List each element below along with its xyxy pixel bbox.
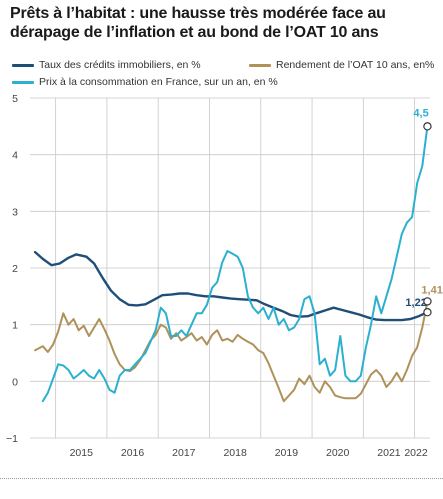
x-tick-label: 2020 <box>326 447 350 459</box>
legend-label-cpi: Prix à la consommation en France, sur un… <box>39 76 278 88</box>
legend-swatch-oat-yield <box>249 63 271 67</box>
legend-item-oat-yield: Rendement de l’OAT 10 ans, en% <box>249 59 434 71</box>
end-markers: 1,221,41 4,5 <box>405 107 443 317</box>
x-tick-label: 2019 <box>275 447 299 459</box>
legend-label-credit-rate: Taux des crédits immobiliers, en % <box>39 59 201 71</box>
y-tick-label: 4 <box>12 150 18 162</box>
series-cpi-line <box>41 125 429 403</box>
y-tick-label: 5 <box>12 93 18 105</box>
legend-item-cpi: Prix à la consommation en France, sur un… <box>12 76 278 88</box>
footer-divider <box>0 478 443 479</box>
end-label-cpi: 4,5 <box>413 107 428 119</box>
series-lines <box>33 125 429 403</box>
end-marker <box>423 122 432 131</box>
x-tick-label: 2016 <box>121 447 145 459</box>
y-tick-label: 1 <box>12 320 18 332</box>
series-credit-rate-line <box>33 250 429 322</box>
y-tick-label: 3 <box>12 206 18 218</box>
x-tick-label: 2017 <box>172 447 196 459</box>
end-marker <box>423 308 432 317</box>
end-label-credit-rate: 1,22 <box>405 297 426 309</box>
legend-swatch-cpi <box>12 80 34 84</box>
x-tick-label: 2021 <box>377 447 401 459</box>
end-label-oat-yield: 1,41 <box>421 284 442 296</box>
x-tick-label: 2018 <box>223 447 247 459</box>
legend-swatch-credit-rate <box>12 63 34 67</box>
x-tick-label: 2022 <box>404 447 428 459</box>
x-tick-label: 2015 <box>70 447 94 459</box>
axis-labels: −1 0 1 2 3 4 5 2015 2016 2017 2018 2019 2020 2021 2022 <box>6 93 428 459</box>
legend-label-oat-yield: Rendement de l’OAT 10 ans, en% <box>276 59 435 71</box>
y-tick-label: 2 <box>12 263 18 275</box>
series-oat-yield-line <box>34 300 429 403</box>
y-tick-label: −1 <box>6 433 18 445</box>
y-tick-label: 0 <box>12 376 18 388</box>
end-marker <box>423 297 432 306</box>
grid <box>30 97 430 439</box>
chart-title: Prêts à l’habitat : une hausse très modé… <box>10 5 386 41</box>
legend-item-credit-rate: Taux des crédits immobiliers, en % <box>12 59 201 71</box>
